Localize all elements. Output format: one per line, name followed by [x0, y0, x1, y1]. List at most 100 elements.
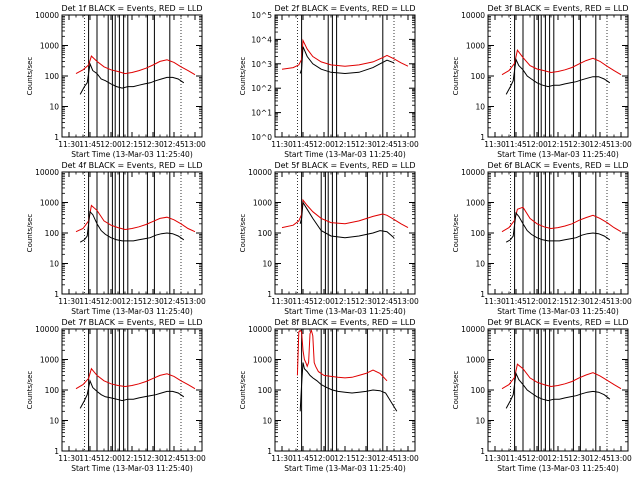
x-axis-label: Start Time (13-Mar-03 11:25:40)	[71, 150, 193, 159]
y-axis-label: Counts/sec	[26, 371, 34, 410]
y-tick-label: 10^1	[251, 109, 272, 118]
y-tick-label: 10	[475, 417, 485, 426]
y-tick-label: 100	[471, 229, 486, 238]
y-tick-label: 10	[49, 417, 59, 426]
y-tick-label: 1000	[466, 199, 485, 208]
chart-title: Det 7f BLACK = Events, RED = LLD	[61, 318, 202, 327]
chart-panel-9: Det 9f BLACK = Events, RED = LLD 1 10 100 10…	[452, 318, 632, 473]
x-axis-label: Start Time (13-Mar-03 11:25:40)	[71, 464, 193, 473]
y-tick-label: 100	[471, 386, 486, 395]
x-axis-label: Start Time (13-Mar-03 11:25:40)	[71, 307, 193, 316]
y-tick-label: 1000	[466, 356, 485, 365]
series-line-events	[299, 200, 395, 239]
series-line-events	[79, 62, 185, 95]
chart-panel-1: Det 1f BLACK = Events, RED = LLD 1 10 100 10…	[26, 4, 206, 159]
x-tick-label: 11:45	[79, 140, 101, 149]
y-tick-label: 10	[49, 103, 59, 112]
series-line-events	[299, 46, 395, 75]
chart-panel-2: Det 2f BLACK = Events, RED = LLD 10^0 10^1…	[239, 4, 419, 159]
x-tick-label: 11:45	[505, 140, 527, 149]
y-tick-label: 10	[262, 260, 272, 269]
series-line-lld	[281, 38, 409, 70]
chart-panel-5: Det 5f BLACK = Events, RED = LLD 1 10 100 10…	[239, 161, 419, 316]
x-tick-label: 13:00	[397, 140, 419, 149]
y-tick-label: 100	[258, 386, 273, 395]
x-tick-label: 13:00	[610, 297, 632, 306]
y-axis-label: Counts/sec	[239, 371, 247, 410]
y-tick-label: 100	[45, 229, 60, 238]
x-tick-label: 12:00	[313, 454, 335, 463]
y-tick-label: 1	[480, 447, 485, 456]
series-line-lld	[296, 328, 388, 382]
y-tick-label: 100	[258, 229, 273, 238]
y-tick-label: 1000	[40, 199, 59, 208]
x-tick-label: 13:00	[610, 454, 632, 463]
series-line-events	[79, 379, 185, 409]
x-tick-label: 12:15	[547, 454, 569, 463]
x-tick-label: 12:00	[100, 297, 122, 306]
x-tick-label: 12:30	[355, 140, 377, 149]
y-tick-label: 100	[45, 72, 60, 81]
x-tick-label: 12:15	[334, 454, 356, 463]
x-tick-label: 13:00	[397, 297, 419, 306]
y-tick-label: 10000	[461, 168, 485, 177]
series-line-lld	[501, 206, 622, 233]
chart-panel-4: Det 4f BLACK = Events, RED = LLD 1 10 100 10…	[26, 161, 206, 316]
x-tick-label: 12:45	[376, 297, 398, 306]
series-line-lld	[75, 204, 196, 233]
x-tick-label: 12:15	[121, 140, 143, 149]
x-tick-label: 11:30	[484, 454, 506, 463]
y-tick-label: 1	[54, 133, 59, 142]
x-axis-label: Start Time (13-Mar-03 11:25:40)	[497, 464, 619, 473]
chart-panel-3: Det 3f BLACK = Events, RED = LLD 1 10 100 10…	[452, 4, 632, 159]
x-tick-label: 12:00	[526, 297, 548, 306]
x-tick-label: 12:45	[589, 454, 611, 463]
x-tick-label: 11:45	[79, 297, 101, 306]
x-tick-label: 12:30	[142, 140, 164, 149]
y-axis-label: Counts/sec	[452, 57, 460, 96]
x-tick-label: 11:30	[58, 454, 80, 463]
y-tick-label: 10^3	[251, 60, 272, 69]
x-tick-label: 12:30	[142, 297, 164, 306]
x-tick-label: 12:45	[376, 140, 398, 149]
y-tick-label: 10000	[35, 325, 59, 334]
series-line-lld	[501, 49, 622, 76]
x-tick-label: 12:00	[526, 140, 548, 149]
x-tick-label: 12:45	[589, 297, 611, 306]
x-tick-label: 12:30	[568, 140, 590, 149]
x-tick-label: 11:45	[292, 140, 314, 149]
y-tick-label: 1	[267, 447, 272, 456]
x-tick-label: 12:30	[355, 297, 377, 306]
series-line-events	[505, 57, 611, 95]
x-tick-label: 11:45	[292, 454, 314, 463]
series-line-lld	[75, 367, 196, 390]
x-tick-label: 12:30	[568, 297, 590, 306]
x-tick-label: 11:45	[505, 297, 527, 306]
y-tick-label: 10	[262, 417, 272, 426]
y-tick-label: 10^0	[251, 133, 272, 142]
y-axis-label: Counts/sec	[452, 371, 460, 410]
y-tick-label: 10	[49, 260, 59, 269]
chart-title: Det 9f BLACK = Events, RED = LLD	[487, 318, 628, 327]
x-tick-label: 11:30	[58, 140, 80, 149]
chart-panel-6: Det 6f BLACK = Events, RED = LLD 1 10 100 10…	[452, 161, 632, 316]
y-axis-label: Counts/sec	[239, 57, 247, 96]
y-tick-label: 1	[480, 133, 485, 142]
chart-panel-7: Det 7f BLACK = Events, RED = LLD 1 10 100 10…	[26, 318, 206, 473]
y-axis-label: Counts/sec	[239, 214, 247, 253]
x-tick-label: 11:30	[484, 297, 506, 306]
chart-panel-8: Det 8f BLACK = Events, RED = LLD 1 10 100 10…	[239, 318, 419, 473]
x-tick-label: 12:45	[163, 454, 185, 463]
series-line-lld	[501, 363, 622, 390]
y-tick-label: 10000	[461, 11, 485, 20]
x-tick-label: 12:00	[100, 454, 122, 463]
x-axis-label: Start Time (13-Mar-03 11:25:40)	[284, 464, 406, 473]
x-tick-label: 12:15	[547, 297, 569, 306]
y-tick-label: 100	[45, 386, 60, 395]
chart-title: Det 3f BLACK = Events, RED = LLD	[487, 4, 628, 13]
y-tick-label: 10000	[35, 11, 59, 20]
x-tick-label: 12:45	[376, 454, 398, 463]
x-tick-label: 13:00	[184, 454, 206, 463]
chart-title: Det 6f BLACK = Events, RED = LLD	[487, 161, 628, 170]
